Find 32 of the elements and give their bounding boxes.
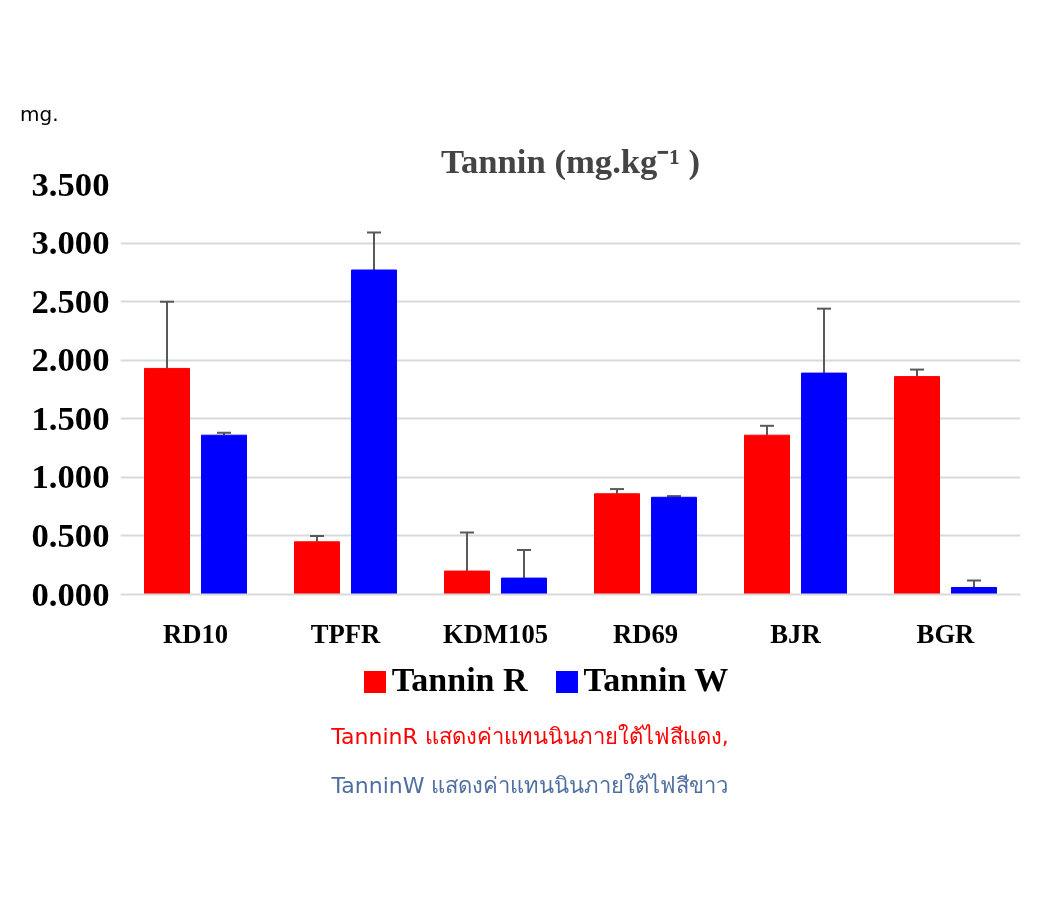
x-tick-label: BJR xyxy=(770,618,822,649)
bar xyxy=(351,269,397,595)
x-tick-label: BGR xyxy=(916,618,976,649)
bar xyxy=(501,577,547,595)
chart-title: Tannin (mg.kg⁻¹ ) xyxy=(441,141,700,181)
bar xyxy=(444,570,490,595)
text: TanninW แสดงค่าแทนนินภายใต้ไฟสีขาว xyxy=(331,771,729,800)
y-tick-label: 1.500 xyxy=(31,398,110,437)
bar xyxy=(801,372,847,595)
y-tick-label: 0.000 xyxy=(31,574,110,613)
bar xyxy=(294,540,340,595)
x-tick-label: KDM105 xyxy=(442,618,549,649)
y-tick-label: 3.500 xyxy=(31,164,110,203)
bar xyxy=(201,434,247,595)
x-tick-label: TPFR xyxy=(310,618,382,649)
y-tick-label: 2.000 xyxy=(31,339,110,378)
bar xyxy=(594,492,640,595)
text: TanninR แสดงค่าแทนนินภายใต้ไฟสีแดง, xyxy=(331,723,729,752)
x-tick-label: RD10 xyxy=(162,618,229,649)
y-tick-label: 3.000 xyxy=(31,222,110,261)
y-axis-title: mg. xyxy=(20,101,59,128)
bar xyxy=(951,586,997,595)
legend-label: Tannin R xyxy=(391,660,528,698)
bar xyxy=(651,496,697,595)
bar xyxy=(894,375,940,595)
bar xyxy=(744,434,790,595)
y-tick-label: 0.500 xyxy=(31,515,110,554)
y-tick-label: 2.500 xyxy=(31,281,110,320)
bar xyxy=(144,367,190,595)
y-tick-label: 1.000 xyxy=(31,456,110,495)
legend-label: Tannin W xyxy=(583,660,729,698)
x-tick-label: RD69 xyxy=(612,618,679,649)
